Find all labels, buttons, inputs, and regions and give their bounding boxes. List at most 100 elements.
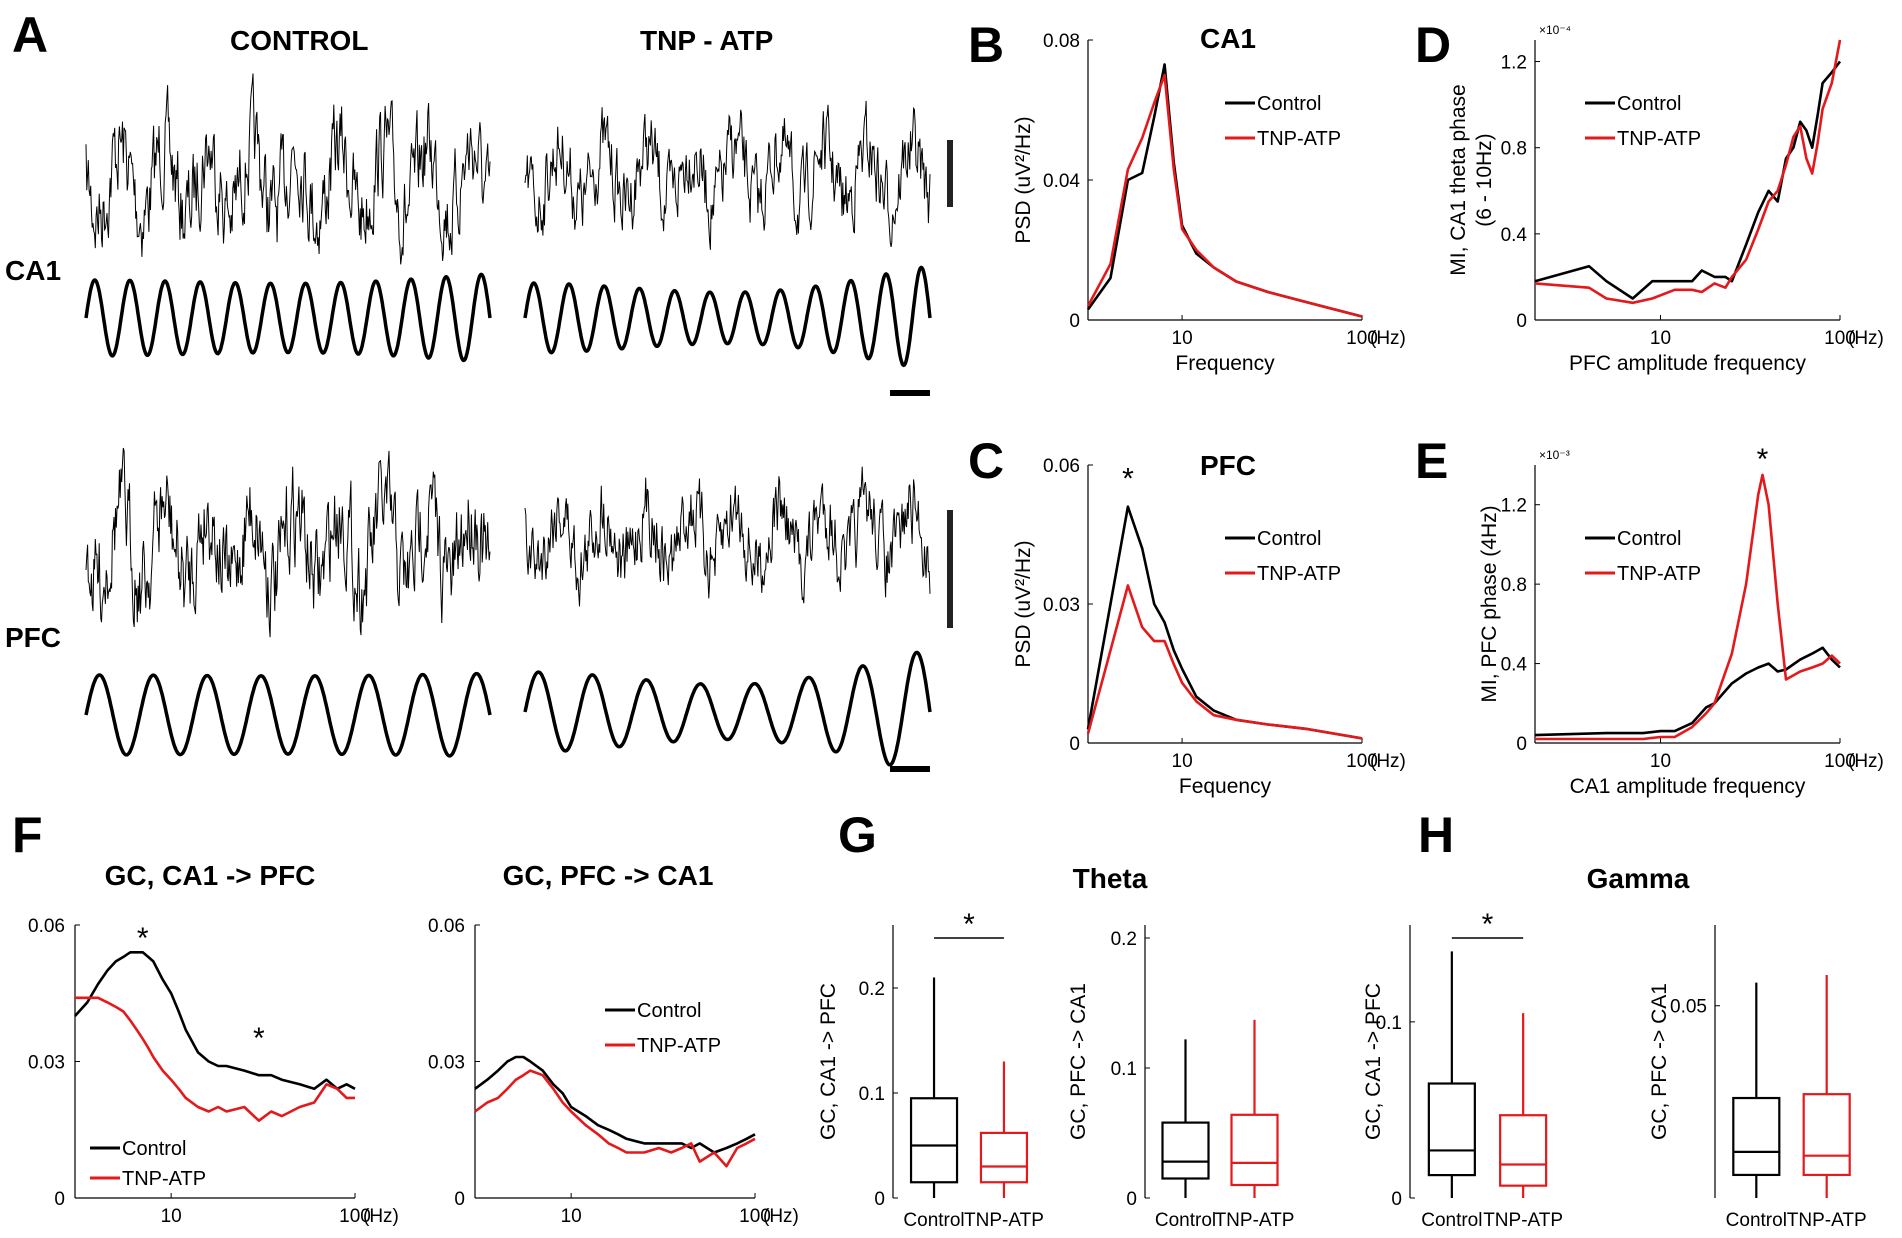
x-unit-label: (Hz) bbox=[363, 1206, 399, 1227]
y-tick-label: 0 bbox=[874, 1189, 885, 1210]
chart-title: CA1 bbox=[1200, 23, 1256, 54]
chart-title: PFC bbox=[1200, 450, 1256, 481]
box-control bbox=[1427, 1082, 1476, 1177]
legend-entry-control: Control bbox=[1257, 528, 1321, 550]
category-label-control: Control bbox=[1155, 1210, 1216, 1231]
legend-entry-tnp-atp: TNP-ATP bbox=[122, 1168, 206, 1190]
x-unit-label: (Hz) bbox=[1370, 328, 1406, 349]
x-tick-label: 100 bbox=[1346, 328, 1378, 349]
y-tick-label: 0.06 bbox=[428, 916, 465, 937]
y-tick-label: 0.03 bbox=[428, 1053, 465, 1074]
y-tick-label: 0 bbox=[1069, 311, 1080, 332]
y-tick-label: 0.06 bbox=[1043, 456, 1080, 477]
y-axis-label: GC, CA1 -> PFC bbox=[817, 983, 840, 1140]
x-tick-label: 10 bbox=[161, 1206, 182, 1227]
y-axis-label: GC, PFC -> CA1 bbox=[1648, 983, 1671, 1140]
chart-g1: 0 0.1 0.2 GC, CA1 -> PFC Control TNP-ATP * Thet… bbox=[817, 863, 1148, 1231]
x-axis-label: Fequency bbox=[1179, 775, 1272, 798]
x-tick-label: 10 bbox=[1650, 751, 1671, 772]
x-unit-label: (Hz) bbox=[1848, 751, 1884, 772]
legend-entry-control: Control bbox=[1617, 528, 1681, 550]
y-tick-label: 0 bbox=[454, 1189, 465, 1210]
series-line-tnp-atp bbox=[1534, 39, 1842, 305]
panel-label-f: F bbox=[12, 807, 43, 863]
panel-label-h: H bbox=[1418, 807, 1454, 863]
y-tick-label: 0 bbox=[54, 1189, 65, 1210]
y-axis-label: (6 - 10Hz) bbox=[1473, 133, 1496, 226]
legend-entry-control: Control bbox=[1617, 93, 1681, 115]
chart-c: 0 0.03 0.06 10 100(Hz) Fequency PFC PSD (uV²/Hz… bbox=[1012, 450, 1406, 798]
panel-label-b: B bbox=[968, 17, 1004, 73]
legend-entry-tnp-atp: TNP-ATP bbox=[1617, 563, 1701, 585]
x-axis-label: Frequency bbox=[1175, 352, 1275, 375]
series-line-tnp-atp bbox=[1086, 584, 1363, 740]
y-tick-label: 0.2 bbox=[859, 979, 885, 1000]
trace-ca1-tnp-raw bbox=[524, 100, 931, 250]
legend-entry-control: Control bbox=[637, 1000, 701, 1022]
y-axis-label: MI, PFC phase (4Hz) bbox=[1478, 505, 1501, 702]
legend-entry-tnp-atp: TNP-ATP bbox=[1257, 128, 1341, 150]
chart-h1: 0 0.1GC, CA1 -> PFC Control TNP-ATP * Gamma bbox=[1362, 863, 1690, 1231]
trace-pfc-tnp-raw bbox=[524, 466, 931, 607]
y-tick-label: 0.4 bbox=[1501, 655, 1528, 676]
chart-d: 0 0.4 0.8 1.2 10 100(Hz) PFC amplitude frequen… bbox=[1447, 23, 1884, 375]
box-tnp-atp bbox=[1802, 1093, 1851, 1177]
y-tick-label: 0.06 bbox=[28, 916, 65, 937]
x-unit-label: (Hz) bbox=[763, 1206, 799, 1227]
y-multiplier: ×10⁻⁴ bbox=[1539, 23, 1571, 37]
legend-entry-tnp-atp: TNP-ATP bbox=[637, 1035, 721, 1057]
y-axis-label: GC, PFC -> CA1 bbox=[1067, 983, 1090, 1140]
box-tnp-atp bbox=[1230, 1113, 1279, 1187]
category-label-tnp-atp: TNP-ATP bbox=[1215, 1210, 1295, 1231]
y-tick-label: 0.03 bbox=[1043, 595, 1080, 616]
y-tick-label: 1.2 bbox=[1501, 53, 1527, 74]
y-tick-label: 0.8 bbox=[1501, 575, 1527, 596]
header-tnp-atp: TNP - ATP bbox=[640, 25, 773, 56]
label-ca1: CA1 bbox=[5, 255, 61, 286]
y-tick-label: 0.1 bbox=[859, 1084, 885, 1105]
category-label-tnp-atp: TNP-ATP bbox=[964, 1210, 1044, 1231]
header-control: CONTROL bbox=[230, 25, 368, 56]
legend-entry-control: Control bbox=[1257, 93, 1321, 115]
chart-e: 0 0.4 0.8 1.2 10 100(Hz) CA1 amplitude frequen… bbox=[1478, 443, 1884, 798]
chart-b: 0 0.04 0.08 10 100(Hz) Frequency CA1 PSD (uV²/H… bbox=[1012, 23, 1406, 375]
chart-f1: 0 0.03 0.06 10 100(Hz) GC, CA1 -> PFC Control T… bbox=[28, 860, 399, 1227]
y-tick-label: 0 bbox=[1516, 311, 1527, 332]
series-line-tnp-atp bbox=[1535, 473, 1841, 741]
legend-entry-control: Control bbox=[122, 1138, 186, 1160]
y-multiplier: ×10⁻³ bbox=[1539, 448, 1570, 462]
y-tick-label: 0.2 bbox=[1111, 929, 1137, 950]
series-line-tnp-atp bbox=[474, 1069, 756, 1168]
panel-label-c: C bbox=[968, 433, 1004, 489]
series-line-tnp-atp bbox=[75, 996, 355, 1122]
lfp-traces bbox=[84, 73, 932, 767]
significance-asterisk: * bbox=[253, 1022, 265, 1055]
x-tick-label: 10 bbox=[1172, 328, 1193, 349]
significance-asterisk: * bbox=[1482, 908, 1494, 941]
y-tick-label: 0 bbox=[1126, 1189, 1137, 1210]
box-control bbox=[1732, 1096, 1781, 1177]
category-label-control: Control bbox=[1421, 1210, 1482, 1231]
series-line-control bbox=[1534, 646, 1841, 737]
chart-title: Theta bbox=[1073, 863, 1148, 894]
x-tick-label: 100 bbox=[739, 1206, 771, 1227]
chart-title: GC, CA1 -> PFC bbox=[105, 860, 316, 891]
chart-f2: 0 0.03 0.06 10 100(Hz) GC, PFC -> CA1 Control T… bbox=[428, 860, 799, 1227]
x-unit-label: (Hz) bbox=[1370, 751, 1406, 772]
y-axis-label: MI, CA1 theta phase bbox=[1447, 84, 1470, 275]
y-tick-label: 0.05 bbox=[1670, 997, 1707, 1018]
significance-asterisk: * bbox=[1757, 443, 1769, 476]
y-tick-label: 1.2 bbox=[1501, 496, 1527, 517]
y-tick-label: 0 bbox=[1069, 734, 1080, 755]
panel-label-a: A bbox=[12, 7, 48, 63]
x-tick-label: 10 bbox=[1172, 751, 1193, 772]
significance-asterisk: * bbox=[1122, 462, 1134, 495]
series-line-tnp-atp bbox=[1086, 73, 1363, 318]
y-tick-label: 0.03 bbox=[28, 1053, 65, 1074]
y-axis-label: GC, CA1 -> PFC bbox=[1362, 983, 1385, 1140]
box-tnp-atp bbox=[979, 1131, 1029, 1184]
